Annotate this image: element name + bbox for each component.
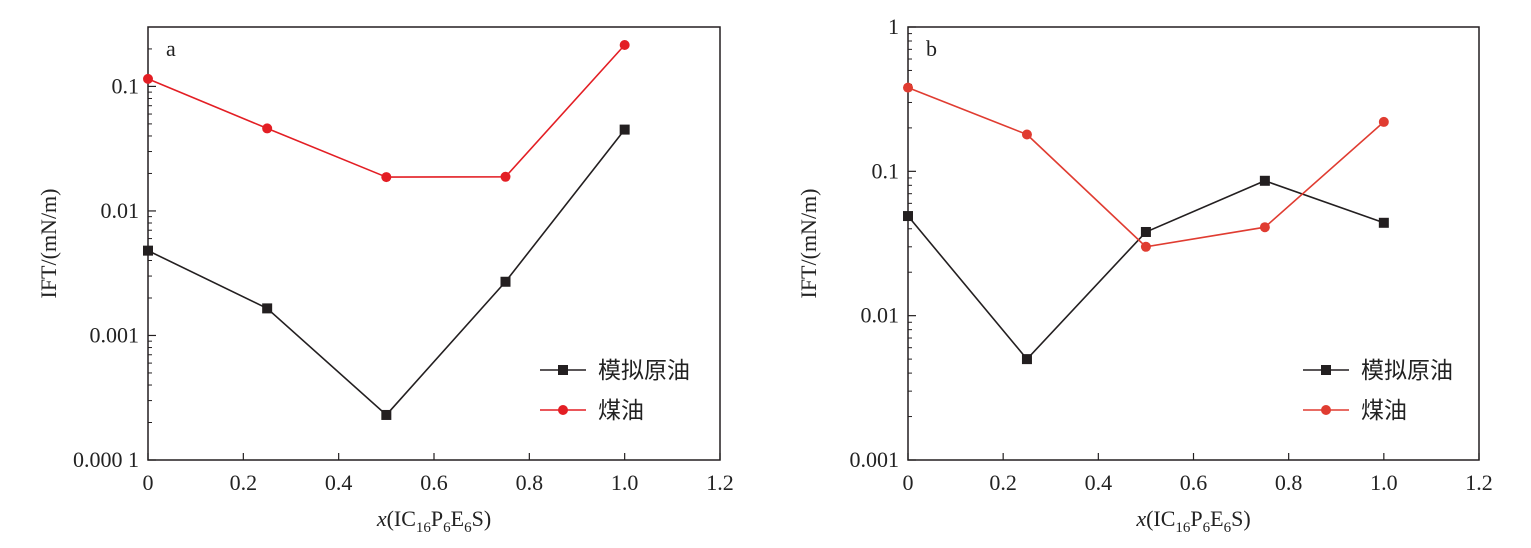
x-axis-title-part: E [1210,506,1223,531]
x-tick-label: 0.6 [1180,470,1208,495]
x-axis-title: x(IC16P6E6S) [376,506,491,536]
series-line-2 [907,86,1385,248]
x-tick-label: 1.2 [1465,470,1493,495]
x-tick-label: 0.8 [516,470,544,495]
x-axis-title-part: S) [472,506,492,531]
data-point-circle [1259,222,1270,233]
data-point-square [143,245,153,256]
data-point-square [1140,226,1151,237]
legend-label: 煤油 [598,398,644,424]
x-tick-label: 0 [143,470,154,495]
x-axis-title-subscript: 6 [443,520,451,536]
x-tick-label: 0 [903,470,914,495]
data-point-square [1378,217,1389,228]
x-axis-title-part: P [431,506,443,531]
x-tick-label: 1.0 [611,470,639,495]
y-tick-label: 0.000 1 [73,447,139,472]
data-point-circle [1021,129,1032,140]
data-point-circle [1378,116,1389,127]
data-point-circle [619,40,630,51]
data-point-circle [500,171,511,182]
x-axis-title-part: x [1135,506,1146,531]
y-axis-title: IFT/(mN/m) [796,189,821,299]
data-point-square [1021,354,1032,365]
x-tick-label: 0.4 [1085,470,1113,495]
data-point-circle [1140,241,1151,252]
x-axis-title-part: P [1190,506,1202,531]
x-tick-label: 0.4 [325,470,353,495]
x-axis-title-part: x [376,506,387,531]
legend-label: 模拟原油 [1361,358,1453,384]
y-tick-label: 0.01 [861,303,900,328]
data-point-square [619,124,630,135]
x-tick-label: 0.2 [989,470,1017,495]
y-tick-label: 0.01 [101,198,140,223]
x-axis-title-part: E [451,506,464,531]
x-axis-title-subscript: 16 [416,520,432,536]
data-point-square [903,211,913,222]
series-line-1 [907,179,1385,361]
panel-label: b [926,36,937,61]
x-axis-title-subscript: 6 [1203,520,1211,536]
data-point-square [262,303,273,314]
legend-marker-square [1321,365,1331,375]
y-axis-title: IFT/(mN/m) [36,189,61,299]
series-line-2 [147,44,626,178]
x-axis-title-subscript: 6 [1224,520,1232,536]
data-point-circle [262,123,273,134]
data-point-circle [143,73,153,84]
x-tick-label: 1.0 [1370,470,1398,495]
x-axis-title-subscript: 6 [464,520,472,536]
x-axis-title: x(IC16P6E6S) [1135,506,1250,536]
y-tick-label: 1 [888,14,899,39]
legend-label: 煤油 [1361,398,1407,424]
x-tick-label: 0.6 [420,470,448,495]
data-point-circle [381,172,392,183]
legend-marker-circle [1321,405,1331,415]
x-axis-title-part: S) [1231,506,1251,531]
plot-frame [907,26,1480,461]
x-axis-title-subscript: 16 [1175,520,1191,536]
data-point-square [500,276,511,287]
x-axis-title-part: (IC [1146,506,1175,531]
y-tick-label: 0.1 [872,158,900,183]
y-tick-label: 0.1 [112,73,140,98]
panel-label: a [166,36,176,61]
data-point-square [1259,175,1270,186]
chart-panel-a: 0 0.2 0.4 0.6 0.8 1.0 1.2 0.000 1 0.001 0.01 0.1 a x… [36,26,734,536]
data-point-circle [903,82,913,93]
data-point-square [381,409,392,420]
legend-marker-square [558,365,568,375]
x-tick-label: 0.2 [230,470,258,495]
legend-marker-circle [558,405,568,415]
legend-label: 模拟原油 [598,358,690,384]
x-axis-title-part: (IC [387,506,416,531]
y-tick-label: 0.001 [90,322,140,347]
x-tick-label: 0.8 [1275,470,1303,495]
chart-panel-b: 0 0.2 0.4 0.6 0.8 1.0 1.2 0.001 0.01 0.1 1 b x(IC16P… [796,14,1493,536]
x-tick-label: 1.2 [706,470,734,495]
y-tick-label: 0.001 [850,447,900,472]
plot-frame [147,26,721,461]
